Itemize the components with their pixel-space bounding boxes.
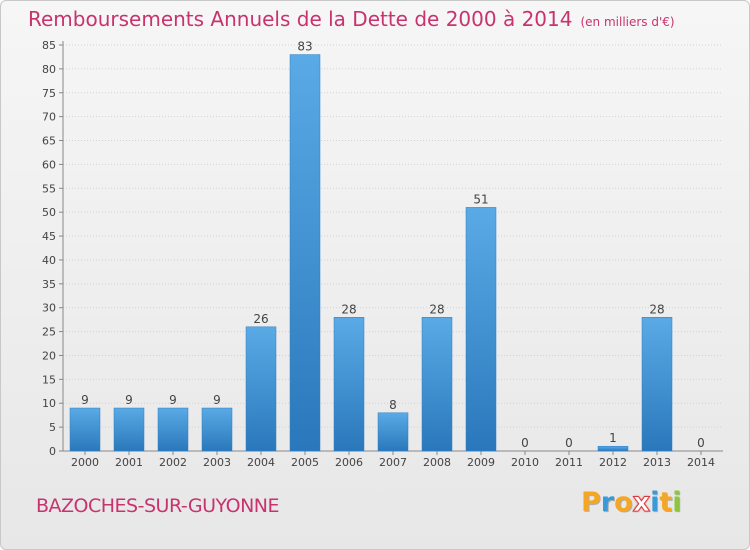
- y-tick-label: 30: [42, 302, 56, 315]
- value-label-2010: 0: [521, 436, 529, 450]
- value-label-2005: 83: [297, 40, 312, 54]
- y-tick-label: 0: [49, 445, 56, 458]
- bar-2012: [597, 445, 629, 452]
- chart-unit-text: (en milliers d'€): [580, 15, 675, 29]
- x-tick-label-2005: 2005: [291, 456, 319, 469]
- y-tick-label: 50: [42, 206, 56, 219]
- y-tick-label: 85: [42, 39, 56, 52]
- value-label-2013: 28: [649, 302, 664, 316]
- x-tick-label-2004: 2004: [247, 456, 275, 469]
- bar-2009: [465, 207, 497, 452]
- value-label-2007: 8: [389, 398, 397, 412]
- logo-letter: P: [581, 487, 601, 518]
- bar-2001: [113, 407, 145, 452]
- bar-2013: [641, 317, 673, 452]
- y-tick-label: 65: [42, 135, 56, 148]
- chart-title: Remboursements Annuels de la Dette de 20…: [28, 7, 675, 31]
- bar-2003: [201, 407, 233, 452]
- y-tick-label: 5: [49, 421, 56, 434]
- value-label-2011: 0: [565, 436, 573, 450]
- logo-letter: o: [614, 487, 633, 518]
- value-label-2001: 9: [125, 393, 133, 407]
- bar-2002: [157, 407, 189, 452]
- y-tick-label: 15: [42, 373, 56, 386]
- x-tick-label-2012: 2012: [599, 456, 627, 469]
- x-tick-label-2010: 2010: [511, 456, 539, 469]
- y-tick-label: 75: [42, 87, 56, 100]
- value-label-2000: 9: [81, 393, 89, 407]
- logo-letter: t: [659, 487, 673, 518]
- logo-letter: i: [650, 487, 660, 518]
- bar-2007: [377, 412, 409, 452]
- x-tick-label-2000: 2000: [71, 456, 99, 469]
- logo-letter: x: [632, 487, 651, 519]
- y-tick-label: 60: [42, 158, 56, 171]
- value-label-2006: 28: [341, 302, 356, 316]
- x-tick-label-2007: 2007: [379, 456, 407, 469]
- y-tick-label: 80: [42, 63, 56, 76]
- value-label-2004: 26: [253, 312, 268, 326]
- logo-letter: r: [600, 487, 615, 518]
- x-tick-label-2001: 2001: [115, 456, 143, 469]
- axes: [59, 41, 723, 455]
- bar-2000: [69, 407, 101, 452]
- value-label-2003: 9: [213, 393, 221, 407]
- grid-lines: [63, 44, 723, 452]
- chart-title-text: Remboursements Annuels de la Dette de 20…: [28, 7, 573, 31]
- bar-2004: [245, 326, 277, 452]
- logo-letter: i: [672, 487, 682, 518]
- value-label-2012: 1: [609, 431, 617, 445]
- x-tick-label-2003: 2003: [203, 456, 231, 469]
- y-tick-label: 40: [42, 254, 56, 267]
- town-name: BAZOCHES-SUR-GUYONNE: [36, 495, 280, 517]
- x-tick-label-2009: 2009: [467, 456, 495, 469]
- value-label-2008: 28: [429, 302, 444, 316]
- y-tick-label: 70: [42, 111, 56, 124]
- value-label-2009: 51: [473, 192, 488, 206]
- y-tick-label: 55: [42, 182, 56, 195]
- x-tick-label-2006: 2006: [335, 456, 363, 469]
- value-label-2002: 9: [169, 393, 177, 407]
- y-tick-label: 35: [42, 278, 56, 291]
- y-tick-label: 45: [42, 230, 56, 243]
- x-tick-label-2008: 2008: [423, 456, 451, 469]
- bar-2005: [289, 54, 321, 452]
- bar-2008: [421, 317, 453, 452]
- y-tick-label: 10: [42, 397, 56, 410]
- x-tick-label-2011: 2011: [555, 456, 583, 469]
- proxiti-logo: Proxiti: [581, 487, 682, 519]
- labels: 0510152025303540455055606570758085920009…: [42, 39, 715, 469]
- value-label-2014: 0: [697, 436, 705, 450]
- y-tick-label: 20: [42, 349, 56, 362]
- x-tick-label-2013: 2013: [643, 456, 671, 469]
- bars: [69, 54, 673, 452]
- y-tick-label: 25: [42, 326, 56, 339]
- x-tick-label-2002: 2002: [159, 456, 187, 469]
- bar-2006: [333, 317, 365, 452]
- x-tick-label-2014: 2014: [687, 456, 715, 469]
